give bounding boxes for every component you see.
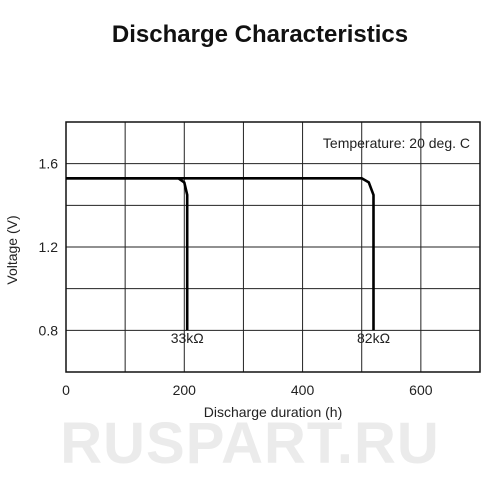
tick-labels: 0 200 400 600 0.8 1.2 1.6 bbox=[39, 156, 433, 398]
y-tick-label: 1.6 bbox=[39, 156, 59, 172]
x-tick-label: 0 bbox=[62, 382, 70, 398]
curve-label-2: 82kΩ bbox=[357, 330, 390, 346]
grid-lines bbox=[66, 122, 480, 372]
series-line-1 bbox=[66, 177, 189, 331]
x-tick-label: 600 bbox=[409, 382, 433, 398]
x-tick-label: 400 bbox=[291, 382, 315, 398]
chart-title: Discharge Characteristics bbox=[112, 21, 408, 48]
y-tick-label: 0.8 bbox=[39, 322, 59, 338]
temperature-annotation: Temperature: 20 deg. C bbox=[323, 135, 470, 151]
watermark: RUSPART.RU bbox=[60, 411, 440, 476]
series-line-2 bbox=[66, 177, 375, 331]
series-layer: 33kΩ 82kΩ bbox=[66, 177, 390, 346]
plot-frame bbox=[65, 121, 481, 373]
y-axis-label: Voltage (V) bbox=[4, 215, 20, 284]
y-tick-label: 1.2 bbox=[39, 239, 59, 255]
x-axis-label: Discharge duration (h) bbox=[204, 404, 343, 420]
curve-label-1: 33kΩ bbox=[171, 330, 204, 346]
x-tick-label: 200 bbox=[173, 382, 197, 398]
